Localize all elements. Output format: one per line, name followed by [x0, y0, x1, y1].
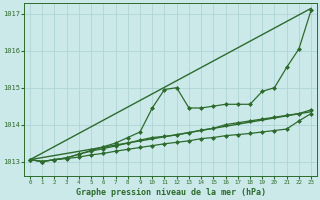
X-axis label: Graphe pression niveau de la mer (hPa): Graphe pression niveau de la mer (hPa) [76, 188, 266, 197]
